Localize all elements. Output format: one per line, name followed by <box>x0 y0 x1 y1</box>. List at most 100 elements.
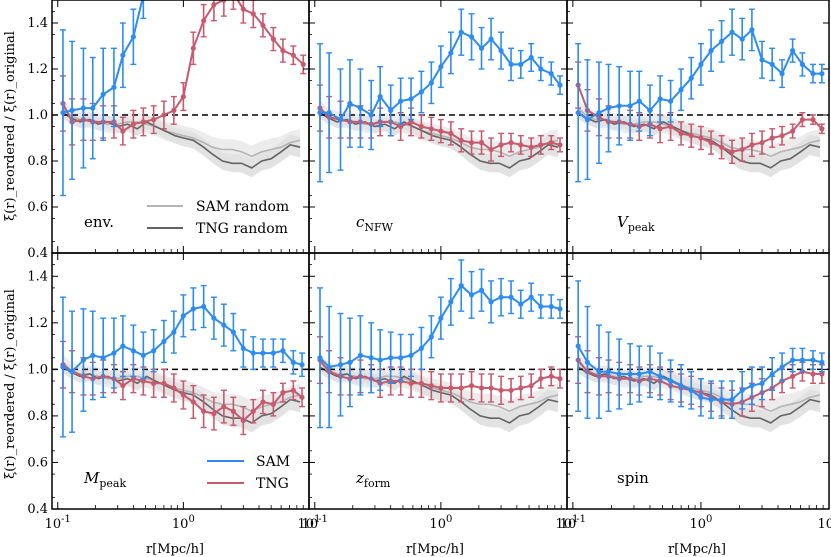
sam-point <box>180 313 186 319</box>
tng-point <box>418 123 424 130</box>
sam-point <box>668 378 674 384</box>
sam-point <box>739 387 745 393</box>
x-tick-label: 10-1 <box>302 514 328 532</box>
sam-point <box>488 299 494 305</box>
sam-point <box>326 364 332 370</box>
sam-point <box>636 98 642 104</box>
sam-point <box>90 352 96 358</box>
sam-point <box>647 369 653 375</box>
sam-point <box>468 34 475 40</box>
sam-point <box>290 359 296 365</box>
sam-point <box>161 338 167 345</box>
tng-point <box>528 383 534 389</box>
y-tick-label: 1.2 <box>27 316 48 331</box>
y-tick-label: 1.0 <box>27 108 48 123</box>
tng-point <box>250 408 256 414</box>
y-tick-label: 0.8 <box>27 154 48 169</box>
sam-point <box>605 105 612 111</box>
tng-point <box>300 61 306 67</box>
sam-point <box>377 94 383 100</box>
x-tick-label: 100 <box>689 514 712 532</box>
sam-point <box>688 75 694 81</box>
tng-point <box>171 385 177 391</box>
sam-point <box>596 369 602 375</box>
sam-point <box>317 355 323 361</box>
tng-point <box>418 380 424 386</box>
tng-point <box>270 401 276 407</box>
tng-point <box>190 399 196 405</box>
tng-point <box>270 36 276 42</box>
sam-point <box>377 357 383 363</box>
sam-point <box>368 355 374 361</box>
sam-point <box>438 315 444 321</box>
tng-point <box>799 117 806 123</box>
x-axis-label-3: r[Mpc/h] <box>668 542 726 557</box>
tng-point <box>698 135 704 141</box>
sam-point <box>438 64 444 70</box>
sam-point <box>80 357 86 363</box>
tng-point <box>140 119 146 125</box>
tng-point <box>299 394 305 400</box>
sam-point <box>819 359 825 365</box>
sam-point <box>408 352 414 358</box>
tng-point <box>657 126 663 132</box>
sam-point <box>60 364 66 370</box>
tng-line <box>62 0 304 133</box>
tng-point <box>161 112 167 118</box>
sam-point <box>498 294 504 300</box>
sam-point <box>810 357 816 363</box>
sam-point <box>557 82 563 88</box>
sam-point <box>668 98 674 104</box>
sam-random-line <box>577 361 821 413</box>
sam-point <box>718 397 725 403</box>
tng-point <box>280 48 286 54</box>
y-tick-label: 1.2 <box>27 62 48 77</box>
sam-point <box>468 292 475 298</box>
tng-point <box>458 137 464 143</box>
tng-point <box>290 52 296 58</box>
sam-point <box>498 48 504 54</box>
tng-point <box>428 383 434 389</box>
sam-point <box>708 48 714 54</box>
tng-point <box>790 128 796 134</box>
x-axis-label-2: r[Mpc/h] <box>406 542 464 557</box>
sam-point <box>190 306 196 312</box>
sam-point <box>120 52 126 58</box>
sam-point <box>678 383 684 389</box>
sam-point <box>201 303 207 310</box>
sam-point <box>280 348 286 354</box>
y-tick-label: 1.4 <box>27 269 48 284</box>
sam-point <box>326 110 332 116</box>
sam-point <box>260 350 266 356</box>
sam-point <box>368 112 374 118</box>
tng-point <box>230 408 236 414</box>
y-tick-label: 1.4 <box>27 16 48 31</box>
sam-point <box>111 350 117 356</box>
sam-point <box>478 45 485 51</box>
sam-point <box>548 71 554 77</box>
sam-point <box>240 345 246 352</box>
tng-point <box>250 11 256 17</box>
sam-point <box>357 352 363 358</box>
sam-point <box>347 359 353 365</box>
tng-point <box>130 376 136 382</box>
tng-point <box>498 142 504 148</box>
sam-point <box>575 110 581 116</box>
sam-point <box>171 329 177 335</box>
tng-point <box>819 371 825 377</box>
sam-point <box>151 348 157 354</box>
sam-point <box>708 397 714 403</box>
tng-point <box>240 6 246 12</box>
x-tick-label: 101 <box>818 514 831 532</box>
sam-point <box>518 61 524 67</box>
tng-point <box>749 142 755 148</box>
sam-point <box>130 34 136 40</box>
tng-point <box>718 144 725 150</box>
sam-point <box>140 352 146 358</box>
y-tick-label: 0.8 <box>27 409 48 424</box>
tng-point <box>538 142 544 148</box>
tng-point <box>688 133 694 139</box>
sam-point <box>458 29 464 35</box>
tng-point <box>408 119 414 125</box>
tng-point <box>240 417 246 424</box>
